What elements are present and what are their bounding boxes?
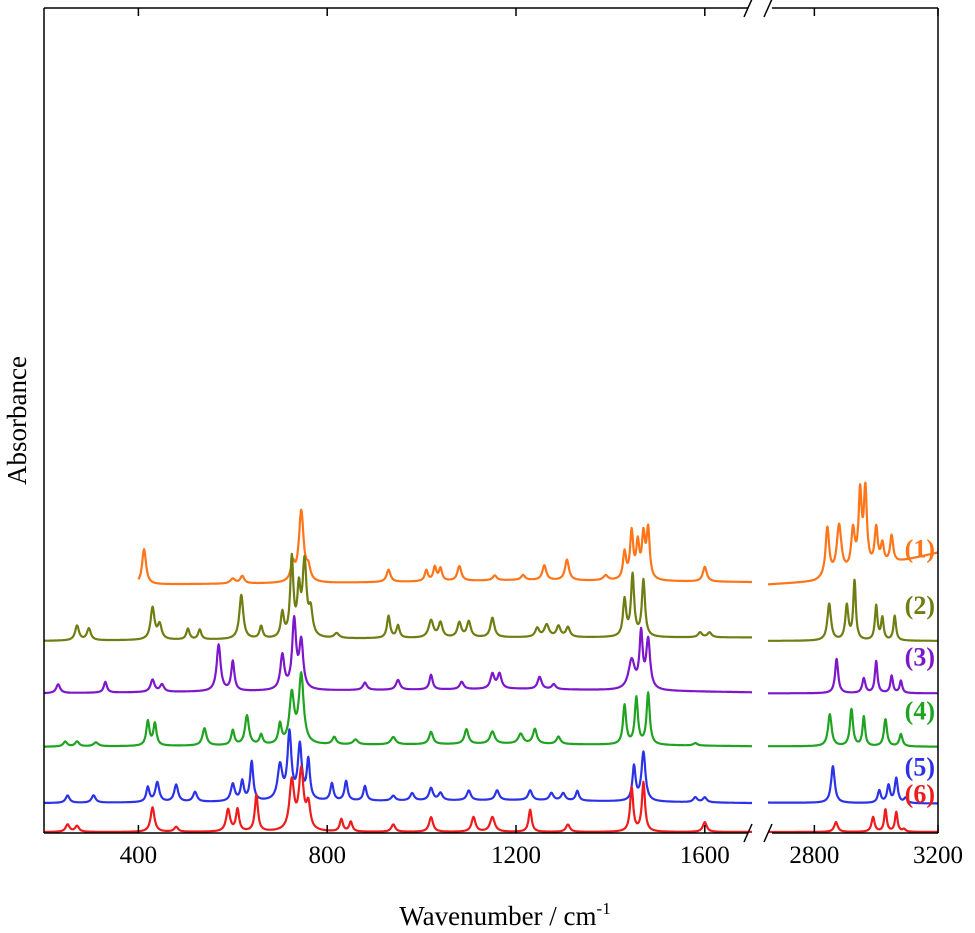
x-tick-label-800: 800 [308, 842, 346, 869]
x-axis-title: Wavenumber / cm-1 [399, 899, 610, 931]
series-4-label: (4) [905, 696, 935, 725]
y-axis-title: Absorbance [2, 356, 32, 485]
axis-break-mark-bottom-1 [743, 823, 753, 843]
series-6-line-high [767, 808, 938, 833]
series-5-line-low [44, 728, 753, 805]
axis-break-mark-top-2 [763, 0, 773, 18]
x-tick-label-1200: 1200 [491, 842, 541, 869]
series-2-line-low [44, 552, 753, 642]
x-tick-label-1600: 1600 [680, 842, 730, 869]
axis-break-mark-top-1 [743, 0, 753, 18]
series-6-line-low [44, 765, 753, 833]
series-3-line-low [44, 615, 753, 695]
plot-area [44, 481, 938, 833]
series-3-label: (3) [905, 642, 935, 671]
series-1-label: (1) [905, 535, 935, 564]
axis-break-mark-bottom-2 [763, 823, 773, 843]
series-1-line-low [137, 508, 753, 586]
series-4-line-low [44, 671, 753, 748]
x-tick-label-2800: 2800 [789, 842, 839, 869]
series-2-line-high [767, 578, 938, 642]
series-3-line-high [767, 657, 938, 695]
series-2-label: (2) [905, 591, 935, 620]
series-4-line-high [767, 707, 938, 748]
series-1-line-high [767, 481, 938, 586]
x-axis-title-superscript: -1 [597, 899, 611, 918]
x-tick-label-400: 400 [120, 842, 158, 869]
x-tick-label-3200: 3200 [913, 842, 963, 869]
series-5-line-high [767, 765, 938, 805]
series-5-label: (5) [905, 753, 935, 782]
series-6-label: (6) [905, 780, 935, 809]
